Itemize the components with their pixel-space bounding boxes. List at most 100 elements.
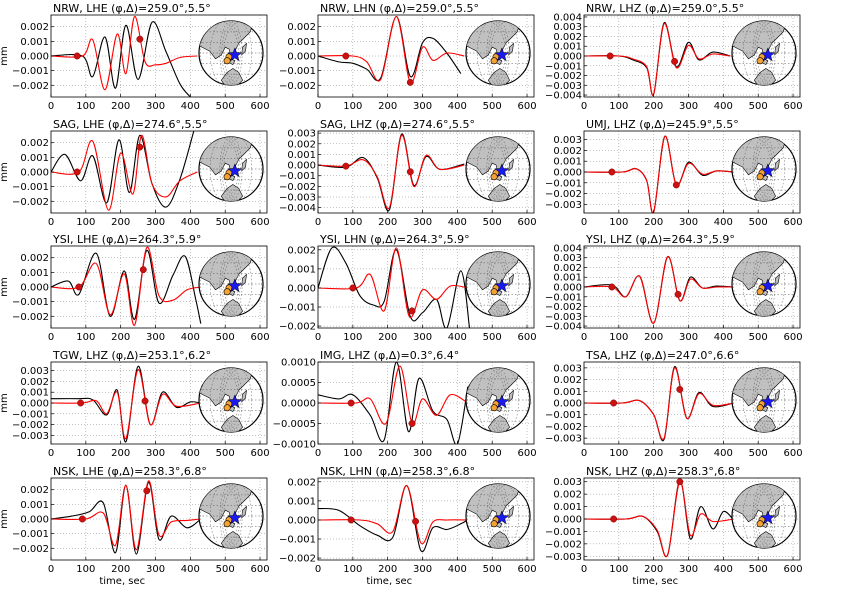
x-tick-label: 200 bbox=[378, 448, 397, 459]
y-tick-label: 0.000 bbox=[553, 399, 582, 410]
x-tick-label: 100 bbox=[343, 332, 362, 343]
plot-area bbox=[51, 246, 202, 326]
epicenter-star-icon bbox=[494, 394, 510, 409]
plot-area bbox=[51, 131, 198, 211]
plot-area bbox=[584, 256, 734, 324]
window-marker bbox=[78, 515, 86, 523]
series-line-red bbox=[51, 134, 198, 211]
x-tick-label: 100 bbox=[343, 217, 362, 228]
x-tick-label: 500 bbox=[483, 564, 502, 575]
y-tick-label: 0.001 bbox=[20, 37, 49, 48]
series-line-black bbox=[318, 485, 469, 553]
y-tick-label: −0.002 bbox=[279, 182, 316, 193]
series-line-red bbox=[318, 15, 465, 84]
plot-area bbox=[318, 362, 469, 444]
x-tick-label: 200 bbox=[111, 448, 130, 459]
x-tick-label: 600 bbox=[783, 564, 802, 575]
x-tick-label: 500 bbox=[483, 448, 502, 459]
globe-map-icon bbox=[731, 367, 797, 433]
y-tick-label: −0.004 bbox=[279, 203, 316, 214]
x-tick-label: 0 bbox=[581, 332, 587, 343]
window-marker bbox=[349, 284, 357, 292]
y-tick-label: −0.002 bbox=[545, 71, 582, 82]
y-tick-label: 0.0000 bbox=[281, 399, 316, 410]
series-line-black bbox=[51, 365, 201, 443]
plot-area bbox=[318, 246, 471, 328]
globe-map-icon bbox=[465, 136, 531, 202]
x-tick-label: 400 bbox=[448, 332, 467, 343]
series-line-red bbox=[584, 367, 734, 441]
x-tick-label: 400 bbox=[448, 564, 467, 575]
y-tick-label: −0.001 bbox=[279, 535, 316, 546]
y-tick-label: 0.002 bbox=[553, 375, 582, 386]
seismogram-panel: UMJ, LHZ (φ,Δ)=245.9°,5.5°0.0030.0020.00… bbox=[545, 118, 803, 228]
seismogram-panel: NSK, LHN (φ,Δ)=258.3°,6.8° 0.002 0.001 0.00… bbox=[279, 465, 537, 587]
x-tick-label: 200 bbox=[378, 564, 397, 575]
epicenter-star-icon bbox=[227, 163, 243, 178]
globe-map-icon bbox=[198, 20, 264, 86]
series-line-red bbox=[51, 369, 201, 440]
japan-landmass bbox=[241, 158, 247, 172]
y-tick-label: −0.003 bbox=[545, 81, 582, 92]
window-marker bbox=[674, 290, 682, 298]
x-tick-label: 400 bbox=[714, 564, 733, 575]
series-line-red bbox=[318, 247, 468, 319]
seismogram-panel: SAG, LHZ (φ,Δ)=274.6°,5.5°0.0030.0020.00… bbox=[279, 118, 537, 228]
x-tick-label: 100 bbox=[609, 217, 628, 228]
x-tick-label: 100 bbox=[76, 448, 95, 459]
x-tick-label: 100 bbox=[609, 564, 628, 575]
x-tick-label: 100 bbox=[343, 101, 362, 112]
x-tick-label: 500 bbox=[216, 217, 235, 228]
y-tick-label: 0.000 bbox=[553, 52, 582, 63]
y-axis-label: mm bbox=[0, 277, 10, 296]
x-tick-label: 200 bbox=[644, 101, 663, 112]
japan-landmass bbox=[774, 389, 780, 403]
plot-frame bbox=[317, 130, 535, 214]
y-tick-label: −0.002 bbox=[279, 322, 316, 333]
seismogram-panel: NSK, LHE (φ,Δ)=258.3°,6.8° 0.002 0.001 0.00… bbox=[0, 465, 270, 587]
plot-area bbox=[51, 15, 198, 97]
globe-map-icon bbox=[198, 136, 264, 202]
station-marker bbox=[223, 173, 231, 181]
y-axis-label: mm bbox=[0, 162, 10, 181]
series-line-red bbox=[318, 365, 469, 425]
y-tick-label: 0.000 bbox=[20, 399, 49, 410]
x-tick-label: 100 bbox=[76, 217, 95, 228]
y-tick-label: 0.003 bbox=[553, 477, 582, 488]
x-tick-label: 0 bbox=[315, 448, 321, 459]
window-marker bbox=[347, 399, 355, 407]
x-tick-label: 500 bbox=[216, 332, 235, 343]
window-marker bbox=[136, 35, 144, 43]
y-tick-label: 0.001 bbox=[553, 387, 582, 398]
series-line-black bbox=[584, 22, 731, 96]
seismogram-panel: NRW, LHZ (φ,Δ)=259.0°,5.5°0.0040.0030.00… bbox=[545, 2, 803, 112]
epicenter-star-icon bbox=[760, 278, 776, 293]
plot-area bbox=[584, 135, 734, 213]
window-marker bbox=[610, 515, 618, 523]
series-line-black bbox=[51, 481, 202, 555]
y-tick-label: 0.002 bbox=[553, 263, 582, 274]
x-tick-label: 0 bbox=[581, 101, 587, 112]
japan-landmass bbox=[508, 389, 514, 403]
station-marker bbox=[490, 173, 498, 181]
y-tick-label: 0.001 bbox=[20, 268, 49, 279]
seismogram-panel: NRW, LHE (φ,Δ)=259.0°,5.5° 0.002 0.001 0.00… bbox=[0, 2, 270, 112]
x-tick-label: 200 bbox=[644, 564, 663, 575]
x-tick-label: 500 bbox=[749, 564, 768, 575]
x-tick-label: 100 bbox=[343, 564, 362, 575]
seismogram-panel: TGW, LHZ (φ,Δ)=253.1°,6.2°0.0030.0020.00… bbox=[0, 349, 270, 459]
x-tick-label: 0 bbox=[48, 101, 54, 112]
y-tick-label: 0.001 bbox=[287, 150, 316, 161]
x-tick-label: 0 bbox=[48, 217, 54, 228]
window-marker bbox=[606, 52, 614, 60]
window-marker bbox=[406, 168, 414, 176]
japan-landmass bbox=[774, 273, 780, 287]
y-tick-label: 0.000 bbox=[287, 283, 316, 294]
epicenter-star-icon bbox=[760, 394, 776, 409]
panel-title: IMG, LHZ (φ,Δ)=0.3°,6.4° bbox=[320, 349, 459, 362]
globe-map-icon bbox=[465, 483, 531, 549]
series-line-black bbox=[584, 256, 734, 324]
station-marker bbox=[490, 57, 498, 65]
y-tick-label: 0.000 bbox=[553, 515, 582, 526]
y-tick-label: 0.003 bbox=[553, 253, 582, 264]
